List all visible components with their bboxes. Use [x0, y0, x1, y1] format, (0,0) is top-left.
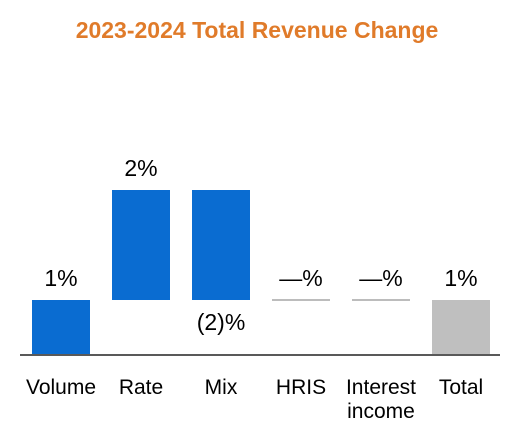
- data-label-mix: (2)%: [197, 309, 246, 335]
- category-label-rate: Rate: [119, 376, 163, 399]
- chart-title: 2023-2024 Total Revenue Change: [76, 17, 439, 43]
- data-label-interest-income: —%: [359, 265, 402, 291]
- category-label-interest-income: Interest: [346, 376, 416, 399]
- category-label-total: Total: [439, 376, 483, 399]
- data-label-hris: —%: [279, 265, 322, 291]
- data-label-volume: 1%: [44, 265, 77, 291]
- data-label-total: 1%: [444, 265, 477, 291]
- labels-layer: 1% 2% (2)% —% —% 1%: [44, 155, 477, 335]
- bar-total: [432, 300, 490, 355]
- bar-volume: [32, 300, 90, 355]
- bar-rate: [112, 190, 170, 300]
- category-label-hris: HRIS: [276, 376, 326, 399]
- data-label-rate: 2%: [124, 155, 157, 181]
- category-label-mix: Mix: [205, 376, 238, 399]
- bar-mix: [192, 190, 250, 300]
- bars-layer: [32, 190, 490, 355]
- category-label-interest-income: income: [347, 400, 415, 423]
- category-label-volume: Volume: [26, 376, 96, 399]
